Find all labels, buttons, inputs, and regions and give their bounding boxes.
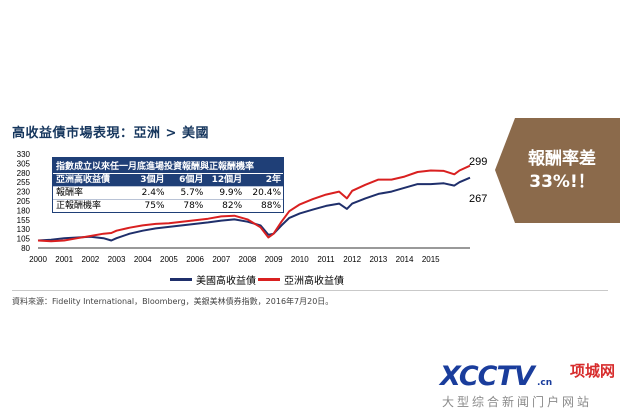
legend-label-asia: 亞洲高收益債 bbox=[284, 276, 344, 287]
y-tick-label: 130 bbox=[17, 225, 31, 234]
x-tick-label: 2005 bbox=[160, 255, 178, 264]
y-tick-label: 180 bbox=[17, 206, 31, 215]
table-cell: 5.7% bbox=[180, 188, 204, 198]
divider bbox=[12, 290, 608, 291]
series-line-asia bbox=[37, 164, 471, 243]
column-header: 12個月 bbox=[211, 175, 243, 185]
y-tick-label: 305 bbox=[17, 159, 31, 168]
x-tick-label: 2006 bbox=[186, 255, 204, 264]
table-cell: 9.9% bbox=[219, 188, 243, 198]
site-logo-name: 项城网 bbox=[570, 362, 616, 380]
table-row: 報酬率 2.4% 5.7% 9.9% 20.4% bbox=[53, 186, 283, 199]
y-tick-label: 230 bbox=[17, 188, 31, 197]
performance-table: 指數成立以來任一月底進場投資報酬與正報酬機率 亞洲高收益債 3個月 6個月 12… bbox=[52, 157, 284, 213]
series-line-us bbox=[37, 176, 471, 242]
y-tick-label: 205 bbox=[17, 197, 31, 206]
column-header: 6個月 bbox=[179, 175, 204, 185]
x-tick-label: 2008 bbox=[239, 255, 257, 264]
chart-title: 高收益債市場表現：亞洲 > 美國 bbox=[12, 126, 209, 141]
x-tick-label: 2009 bbox=[265, 255, 283, 264]
y-tick-label: 155 bbox=[17, 216, 31, 225]
us-end-value: 267 bbox=[469, 193, 488, 205]
legend-item-asia: 亞洲高收益債 bbox=[258, 272, 344, 287]
y-tick-label: 330 bbox=[17, 150, 31, 159]
y-tick-label: 255 bbox=[17, 178, 31, 187]
column-header: 2年 bbox=[265, 175, 282, 185]
y-tick-label: 80 bbox=[21, 244, 30, 253]
x-tick-label: 2002 bbox=[81, 255, 99, 264]
x-tick-label: 2010 bbox=[291, 255, 309, 264]
table-cell: 88% bbox=[261, 201, 282, 211]
x-tick-label: 2007 bbox=[212, 255, 230, 264]
callout-line-1: 報酬率差 bbox=[528, 149, 596, 169]
legend-item-us: 美國高收益債 bbox=[170, 272, 256, 287]
table-cell: 2.4% bbox=[141, 188, 165, 198]
legend-swatch-asia bbox=[258, 278, 280, 281]
table-cell: 82% bbox=[222, 201, 243, 211]
callout-line-2: 33%!！ bbox=[529, 172, 595, 192]
y-tick-label: 105 bbox=[17, 235, 31, 244]
table-row: 正報酬機率 75% 78% 82% 88% bbox=[53, 199, 283, 212]
site-logo-domain: .cn bbox=[537, 378, 553, 388]
site-logo-tagline: 大型综合新闻门户网站 bbox=[442, 395, 593, 409]
legend-swatch-us bbox=[170, 278, 192, 281]
column-header: 3個月 bbox=[140, 175, 165, 185]
x-tick-label: 2000 bbox=[29, 255, 47, 264]
asia-end-value: 299 bbox=[469, 156, 488, 168]
x-tick-label: 2004 bbox=[134, 255, 152, 264]
legend-label-us: 美國高收益債 bbox=[196, 276, 256, 287]
callout-arrow bbox=[495, 118, 620, 223]
x-tick-label: 2003 bbox=[108, 255, 126, 264]
table-header: 指數成立以來任一月底進場投資報酬與正報酬機率 bbox=[53, 158, 283, 173]
table-cell: 75% bbox=[144, 201, 165, 211]
table-cell: 78% bbox=[183, 201, 204, 211]
x-tick-label: 2015 bbox=[422, 255, 440, 264]
x-tick-label: 2011 bbox=[317, 255, 335, 264]
x-tick-label: 2013 bbox=[369, 255, 387, 264]
callout-text: 報酬率差 33%!！ bbox=[512, 148, 612, 194]
source-note: 資料來源：Fidelity International，Bloomberg，美銀… bbox=[12, 297, 334, 306]
x-tick-label: 2001 bbox=[55, 255, 73, 264]
table-column-header-row: 亞洲高收益債 3個月 6個月 12個月 2年 bbox=[53, 173, 283, 186]
line-chart: 80 105 130 155 180 205 230 255 280 305 330 2000 2001… bbox=[0, 140, 500, 275]
x-tick-label: 2014 bbox=[396, 255, 414, 264]
site-logo: XCCTV bbox=[440, 361, 535, 392]
x-tick-label: 2012 bbox=[343, 255, 361, 264]
row-label: 報酬率 bbox=[56, 188, 84, 198]
y-tick-label: 280 bbox=[17, 169, 31, 178]
row-label: 正報酬機率 bbox=[56, 201, 102, 211]
column-header: 亞洲高收益債 bbox=[56, 175, 111, 185]
table-cell: 20.4% bbox=[252, 188, 282, 198]
